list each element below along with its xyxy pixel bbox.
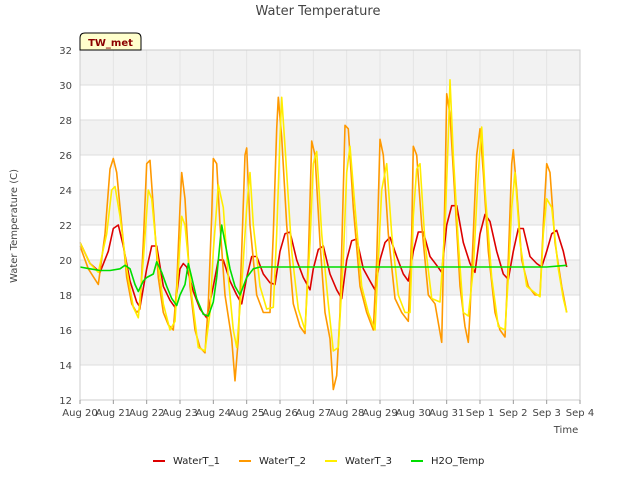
y-tick-label: 30 bbox=[59, 81, 72, 92]
plot-background bbox=[80, 50, 580, 400]
plot-band bbox=[80, 120, 580, 155]
x-tick-label: Sep 4 bbox=[566, 408, 594, 419]
plot-frame bbox=[79, 49, 581, 401]
plot-band bbox=[80, 50, 580, 85]
y-tick-label: 16 bbox=[59, 326, 72, 337]
x-tick-label: Aug 31 bbox=[429, 408, 464, 419]
x-tick-label: Aug 28 bbox=[329, 408, 364, 419]
x-tick-label: Aug 30 bbox=[396, 408, 431, 419]
series-line-watert-3 bbox=[79, 79, 568, 352]
y-tick-label: 20 bbox=[59, 256, 72, 267]
x-tick-label: Aug 27 bbox=[296, 408, 331, 419]
y-axis-label: Water Temperature (C) bbox=[9, 169, 20, 283]
series-line-h2o-temp bbox=[79, 224, 567, 317]
tw-met-badge: TW_met bbox=[79, 32, 142, 51]
plot-band bbox=[80, 225, 580, 260]
legend-label: H2O_Temp bbox=[431, 456, 484, 467]
x-tick-label: Sep 1 bbox=[466, 408, 494, 419]
x-tick-label: Aug 20 bbox=[62, 408, 97, 419]
plot-band bbox=[80, 365, 580, 400]
y-tick-label: 32 bbox=[59, 46, 72, 57]
x-tick-label: Aug 23 bbox=[162, 408, 197, 419]
y-tick-label: 18 bbox=[59, 291, 72, 302]
legend-label: WaterT_2 bbox=[259, 456, 306, 467]
x-axis-label: Time bbox=[553, 425, 578, 436]
x-tick-label: Aug 24 bbox=[196, 408, 231, 419]
y-axis-ticks: 12 14 16 18 20 22 24 26 28 30 32 bbox=[59, 46, 72, 407]
y-tick-label: 26 bbox=[59, 151, 72, 162]
y-tick-label: 14 bbox=[59, 361, 72, 372]
legend-label: WaterT_1 bbox=[173, 456, 220, 467]
legend-label: WaterT_3 bbox=[345, 456, 392, 467]
legend: WaterT_1 WaterT_2 WaterT_3 H2O_Temp bbox=[153, 456, 484, 467]
plot-band bbox=[80, 155, 580, 190]
x-tick-label: Sep 2 bbox=[499, 408, 527, 419]
y-tick-label: 22 bbox=[59, 221, 72, 232]
plot-band bbox=[80, 190, 580, 225]
x-tick-label: Aug 25 bbox=[229, 408, 264, 419]
chart-title: Water Temperature bbox=[256, 4, 381, 19]
y-tick-label: 12 bbox=[59, 396, 72, 407]
x-tick-label: Aug 22 bbox=[129, 408, 164, 419]
x-tick-label: Aug 26 bbox=[262, 408, 297, 419]
y-tick-label: 24 bbox=[59, 186, 72, 197]
tw-met-badge-label: TW_met bbox=[88, 38, 133, 49]
plot-band bbox=[80, 85, 580, 120]
x-tick-label: Aug 29 bbox=[362, 408, 397, 419]
series-line-watert-1 bbox=[79, 204, 568, 319]
y-tick-label: 28 bbox=[59, 116, 72, 127]
series-lines bbox=[79, 79, 568, 391]
x-tick-label: Sep 3 bbox=[532, 408, 560, 419]
x-tick-label: Aug 21 bbox=[96, 408, 131, 419]
